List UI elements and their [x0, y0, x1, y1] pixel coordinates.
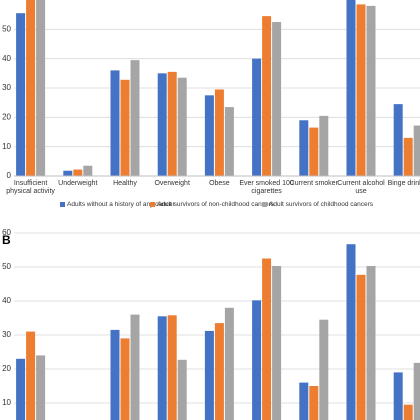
- bar: [393, 372, 403, 420]
- legend-item: Adults without a history of any cancer: [60, 201, 175, 208]
- bar: [366, 265, 376, 420]
- x-tick-label: Current alcohol use: [337, 180, 385, 195]
- panel-label: B: [2, 233, 11, 247]
- bar: [120, 79, 130, 176]
- bar: [252, 300, 262, 420]
- legend-item: Adult survivors of non-childhood cancers: [150, 201, 274, 208]
- x-tick-label: Underweight: [58, 180, 98, 187]
- bar: [110, 70, 120, 176]
- x-tick-label: Ever smoked 100 cigarettes: [239, 180, 294, 195]
- y-tick-label: 60: [2, 228, 11, 237]
- y-tick-label: 40: [2, 54, 11, 63]
- bar: [319, 319, 329, 420]
- legend-label: Adults without a history of any cancer: [67, 201, 175, 208]
- y-tick-label: 10: [2, 142, 11, 151]
- x-tick-label: Obese: [209, 180, 230, 187]
- bar: [262, 16, 272, 177]
- legend-label: Adult survivors of childhood cancers: [269, 201, 374, 208]
- bar: [63, 170, 73, 176]
- bar: [272, 265, 282, 420]
- bar: [393, 104, 403, 176]
- bar: [130, 314, 140, 420]
- bar: [167, 315, 177, 420]
- y-tick-label: 30: [2, 83, 11, 92]
- bar: [167, 71, 177, 176]
- legend-swatch: [60, 202, 65, 207]
- x-tick-label: Healthy: [113, 180, 137, 187]
- bar: [214, 323, 224, 420]
- bar: [26, 331, 36, 420]
- bar: [262, 258, 272, 420]
- y-tick-label: 10: [2, 398, 11, 407]
- bar: [120, 338, 130, 420]
- bar: [272, 22, 282, 176]
- bar: [157, 73, 167, 176]
- bar: [319, 115, 329, 176]
- legend-item: Adult survivors of childhood cancers: [262, 201, 373, 208]
- x-tick-label: Binge drinker: [387, 180, 420, 187]
- y-tick-label: 20: [2, 364, 11, 373]
- bar: [110, 329, 120, 420]
- bar: [16, 13, 26, 177]
- bar: [16, 358, 26, 420]
- bar: [157, 316, 167, 420]
- bar: [299, 382, 309, 420]
- bar: [130, 60, 140, 177]
- bar: [36, 0, 46, 177]
- y-tick-label: 20: [2, 112, 11, 121]
- y-tick-label: 40: [2, 296, 11, 305]
- bar: [177, 359, 187, 420]
- legend-label: Adult survivors of non-childhood cancers: [157, 201, 275, 208]
- bar: [413, 125, 420, 176]
- bar: [356, 274, 366, 420]
- bar: [403, 137, 413, 176]
- bar: [309, 386, 319, 420]
- bar: [224, 107, 234, 176]
- x-tick-label: Current smoker: [289, 180, 338, 187]
- bar: [413, 362, 420, 420]
- bar: [346, 244, 356, 420]
- bar: [204, 95, 214, 176]
- bar: [356, 4, 366, 177]
- bar: [252, 58, 262, 176]
- x-tick-label: Overweight: [154, 180, 190, 187]
- bar: [309, 127, 319, 176]
- bar: [299, 120, 309, 176]
- y-tick-label: 50: [2, 24, 11, 33]
- bar: [83, 165, 93, 176]
- bar: [36, 355, 46, 420]
- x-tick-label: Insufficient physical activity: [6, 180, 55, 195]
- bar: [403, 404, 413, 420]
- y-tick-label: 50: [2, 262, 11, 271]
- bar: [214, 89, 224, 176]
- bar: [224, 307, 234, 420]
- bar: [26, 0, 36, 177]
- bar: [177, 77, 187, 176]
- bar: [346, 0, 356, 177]
- bar: [73, 169, 83, 176]
- bar: [366, 5, 376, 176]
- y-tick-label: 0: [7, 171, 12, 180]
- legend-swatch: [262, 202, 267, 207]
- y-tick-label: 30: [2, 330, 11, 339]
- bar: [204, 330, 214, 420]
- legend-swatch: [150, 202, 155, 207]
